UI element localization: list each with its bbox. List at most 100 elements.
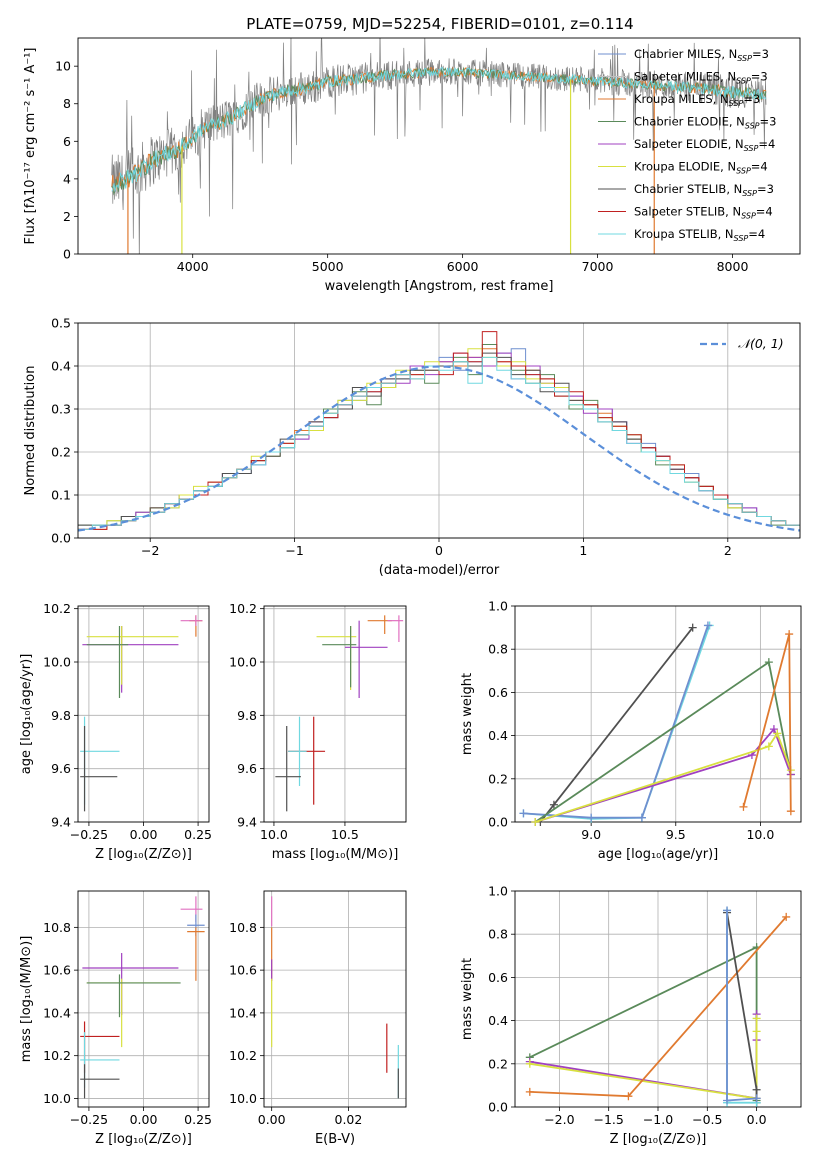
x-tick-label: 0.02 xyxy=(335,1112,363,1127)
x-tick-label: −0.25 xyxy=(70,1112,108,1127)
weight-series-line xyxy=(726,912,758,1103)
errorbar-point xyxy=(80,726,118,812)
axes-frame xyxy=(514,890,802,1108)
legend-entry: Chabrier ELODIE, NSSP=3 xyxy=(634,115,776,131)
model-spectrum-line xyxy=(111,66,767,192)
axes-frame xyxy=(263,890,407,1108)
x-tick-label: 2 xyxy=(724,543,732,558)
y-tick-label: 0.4 xyxy=(488,1013,508,1028)
errorbar-point xyxy=(322,626,357,688)
errorbar-point xyxy=(344,620,388,698)
x-tick-label: 0.00 xyxy=(130,1112,158,1127)
errorbar-point xyxy=(80,1064,120,1099)
errorbar-point xyxy=(367,615,392,634)
x-tick-label: 0.00 xyxy=(258,1112,286,1127)
y-tick-label: 10 xyxy=(55,59,71,74)
y-tick-label: 9.8 xyxy=(51,708,71,723)
y-tick-label: 9.6 xyxy=(237,761,257,776)
weight-series-line xyxy=(529,1018,758,1100)
x-tick-label: 0.25 xyxy=(184,827,212,842)
y-tick-label: 9.4 xyxy=(51,815,71,830)
y-tick-label: 10.8 xyxy=(43,920,71,935)
y-tick-label: 0.0 xyxy=(488,1100,508,1115)
x-axis-label: mass [log₁₀(M/M⊙)] xyxy=(272,847,399,862)
plot-area xyxy=(275,615,404,812)
plot-area xyxy=(80,615,203,812)
errorbar-point xyxy=(288,716,307,786)
weight-marker xyxy=(637,813,646,822)
y-tick-label: 9.8 xyxy=(237,708,257,723)
y-tick-label: 9.4 xyxy=(237,815,257,830)
weight-series-line xyxy=(535,727,792,823)
y-axis-label: mass weight xyxy=(460,958,475,1040)
y-tick-label: 10.0 xyxy=(43,1091,71,1106)
axes-frame xyxy=(77,890,210,1108)
legend-entry: Chabrier STELIB, NSSP=3 xyxy=(634,182,774,198)
weight-series-line xyxy=(523,625,709,819)
weight-vs-age-panel: 9.0 9.5 10.0 0.0 0.2 0.4 0.6 0.8 1.0 age [log₁₀(a… xyxy=(460,599,802,862)
x-tick-label: 1 xyxy=(579,543,587,558)
errorbar-point xyxy=(86,626,179,685)
weight-series-line xyxy=(534,660,792,823)
y-tick-label: 1.0 xyxy=(488,884,508,899)
weight-marker xyxy=(587,813,596,822)
spectrum-panel: 4000 5000 6000 7000 8000 0 2 4 6 8 10 wavelength [A… xyxy=(23,37,801,294)
y-tick-label: 0.3 xyxy=(51,402,71,417)
y-axis-label: mass [log₁₀(M/M⊙)] xyxy=(19,936,34,1063)
x-tick-label: −2.0 xyxy=(544,1112,574,1127)
y-tick-label: 10.2 xyxy=(43,601,71,616)
errorbar-point xyxy=(288,716,326,805)
plot-area xyxy=(78,331,800,532)
figure-title: PLATE=0759, MJD=52254, FIBERID=0101, z=0… xyxy=(246,15,633,33)
x-tick-label: 9.5 xyxy=(666,827,686,842)
weight-marker xyxy=(703,621,712,630)
y-tick-label: 10.2 xyxy=(43,1048,71,1063)
age-vs-metallicity-panel: −0.25 0.00 0.25 9.4 9.6 9.8 10.0 10.2 Z [log₁₀(Z… xyxy=(19,601,212,862)
mass-vs-metallicity-panel: −0.25 0.00 0.25 10.0 10.2 10.4 10.6 10.8 Z [log₁… xyxy=(19,890,212,1147)
x-tick-label: 5000 xyxy=(312,259,344,274)
y-tick-label: 0.6 xyxy=(488,685,508,700)
weight-marker xyxy=(769,725,778,734)
residuals-panel: −2 −1 0 1 2 0.0 0.1 0.2 0.3 0.4 0.5 (data-model)/er… xyxy=(23,316,801,578)
legend-entry: Chabrier MILES, NSSP=3 xyxy=(634,47,769,63)
y-tick-label: 9.6 xyxy=(51,761,71,776)
errorbar-point xyxy=(80,1021,120,1073)
y-tick-label: 0.0 xyxy=(488,815,508,830)
weight-series-line xyxy=(535,731,792,823)
weight-marker xyxy=(786,807,795,816)
y-tick-label: 8 xyxy=(63,96,71,111)
normal-distribution-curve xyxy=(78,365,800,532)
plot-area xyxy=(111,38,767,254)
errorbar-point xyxy=(80,716,120,805)
y-tick-label: 10.8 xyxy=(229,920,257,935)
weight-marker xyxy=(519,809,528,818)
x-axis-label: (data-model)/error xyxy=(379,563,500,578)
x-tick-label: −0.5 xyxy=(692,1112,722,1127)
plot-area xyxy=(271,896,399,1099)
legend-entry: Kroupa ELODIE, NSSP=4 xyxy=(634,160,768,176)
weight-marker xyxy=(688,623,697,632)
weight-marker xyxy=(785,630,794,639)
histogram-series xyxy=(78,331,800,530)
errorbar-point xyxy=(86,974,181,1018)
y-tick-label: 1.0 xyxy=(488,599,508,614)
x-axis-label: E(B-V) xyxy=(315,1132,355,1147)
legend-entry: Salpeter MILES, NSSP=3 xyxy=(634,70,768,86)
y-tick-label: 0.2 xyxy=(51,445,71,460)
y-tick-label: 0.4 xyxy=(488,728,508,743)
x-tick-label: −1.5 xyxy=(594,1112,624,1127)
legend-entry: Kroupa STELIB, NSSP=4 xyxy=(634,227,765,243)
x-tick-label: 6000 xyxy=(447,259,479,274)
x-tick-label: −1.0 xyxy=(643,1112,673,1127)
errorbar-point xyxy=(86,626,129,698)
x-tick-label: 7000 xyxy=(582,259,614,274)
weight-marker xyxy=(739,802,748,811)
weight-marker xyxy=(764,658,773,667)
y-tick-label: 0 xyxy=(63,247,71,262)
weight-series-line xyxy=(529,1014,758,1100)
y-axis-label: Normed distribution xyxy=(23,366,38,496)
x-tick-label: −2 xyxy=(141,543,159,558)
plot-area xyxy=(80,896,205,1099)
axes-frame xyxy=(263,605,407,823)
